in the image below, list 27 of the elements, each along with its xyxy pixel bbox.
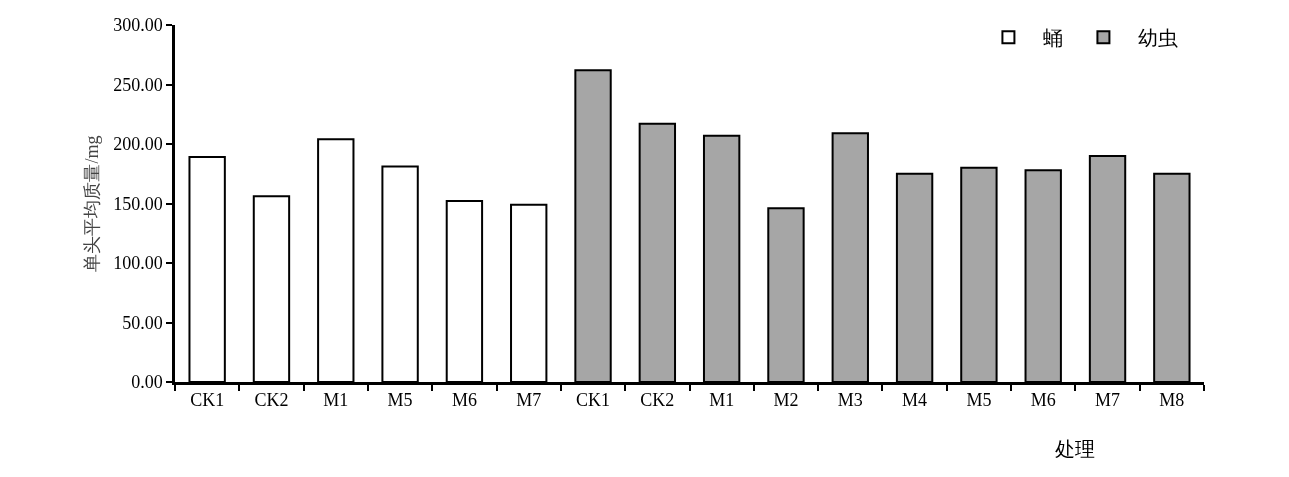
y-tick-label: 250.00 (113, 74, 163, 95)
y-tick-label: 200.00 (113, 134, 163, 155)
x-tick-label: CK2 (640, 390, 675, 411)
x-tick-label: M7 (1095, 390, 1121, 411)
x-tick-label: M1 (323, 390, 349, 411)
y-tick-label: 0.00 (131, 372, 163, 393)
x-tick-label: M1 (709, 390, 735, 411)
x-tick-label: CK2 (254, 390, 289, 411)
x-tick-label: M5 (387, 390, 413, 411)
x-tick-label: M8 (1159, 390, 1185, 411)
x-tick-label: M6 (1030, 390, 1056, 411)
x-tick-label: CK1 (190, 390, 225, 411)
x-tick-label: M6 (451, 390, 477, 411)
y-axis-title: 单头平均质量/mg (82, 135, 103, 272)
x-tick-label: M2 (773, 390, 799, 411)
x-tick-label: M4 (902, 390, 928, 411)
y-tick-label: 50.00 (122, 312, 163, 333)
x-tick-label: M3 (837, 390, 863, 411)
y-tick-label: 100.00 (113, 253, 163, 274)
y-tick-label: 150.00 (113, 193, 163, 214)
legend-label: 幼虫 (1138, 27, 1179, 50)
legend-label: 蛹 (1043, 27, 1064, 50)
x-tick-label: M5 (966, 390, 992, 411)
x-tick-label: M7 (516, 390, 542, 411)
x-tick-label: CK1 (576, 390, 611, 411)
x-axis-title: 处理 (1055, 438, 1095, 460)
y-tick-label: 300.00 (113, 15, 163, 36)
